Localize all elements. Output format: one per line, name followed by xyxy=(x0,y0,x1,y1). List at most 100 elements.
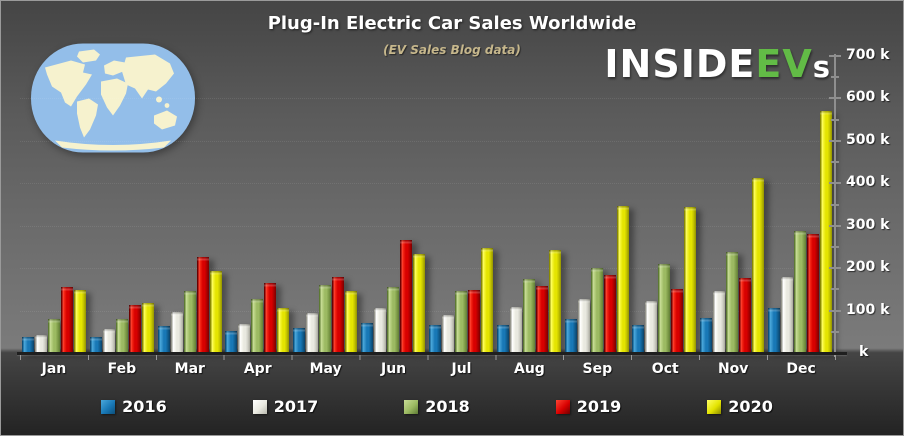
bar-2018-jul xyxy=(454,291,467,353)
bar-2020-apr xyxy=(277,307,290,353)
legend: 2016 2017 2018 2019 2020 xyxy=(1,397,873,416)
y-minor-tick xyxy=(831,330,839,333)
bar-2019-nov xyxy=(739,278,752,353)
plot-area xyxy=(17,54,847,360)
x-tick-label-oct: Oct xyxy=(651,361,679,377)
legend-label-2019: 2019 xyxy=(576,397,622,416)
chart-title: Plug-In Electric Car Sales Worldwide xyxy=(267,13,637,34)
bar-2016-jan xyxy=(21,337,34,353)
bar-2020-feb xyxy=(141,302,154,353)
bar-2019-feb xyxy=(128,305,141,353)
bar-2018-apr xyxy=(251,299,264,353)
bar-group-nov xyxy=(698,56,766,353)
bar-2020-dec xyxy=(820,111,833,353)
y-minor-tick xyxy=(831,118,839,121)
bar-2016-mar xyxy=(157,325,170,353)
y-minor-tick xyxy=(831,76,839,79)
bar-2016-jul xyxy=(428,324,441,353)
y-major-tick xyxy=(829,309,841,312)
insideevs-logo: INSIDEEVs xyxy=(604,45,831,83)
bar-2018-oct xyxy=(658,264,671,353)
legend-item-2016: 2016 xyxy=(101,397,167,416)
legend-label-2020: 2020 xyxy=(728,397,773,416)
bar-2019-jul xyxy=(467,289,480,353)
bar-2020-nov xyxy=(752,177,765,353)
bar-group-apr xyxy=(223,56,291,353)
bar-group-may xyxy=(291,56,359,353)
legend-label-2017: 2017 xyxy=(273,397,319,416)
legend-label-2018: 2018 xyxy=(425,397,470,416)
bar-2016-jun xyxy=(361,322,374,353)
bar-2016-sep xyxy=(564,318,577,353)
bar-2020-may xyxy=(345,291,358,353)
x-tick-label-aug: Aug xyxy=(514,361,545,377)
y-tick-label: 500 k xyxy=(846,131,890,148)
x-tick-label-apr: Apr xyxy=(243,361,272,377)
gridline xyxy=(20,140,835,142)
bar-group-dec xyxy=(766,56,834,353)
bar-2018-jun xyxy=(387,286,400,353)
bar-2019-apr xyxy=(264,282,277,353)
y-major-tick xyxy=(829,224,841,227)
y-tick-label: 400 k xyxy=(846,174,890,191)
y-major-tick xyxy=(829,182,841,185)
bar-2020-aug xyxy=(548,249,561,353)
x-tick-label-sep: Sep xyxy=(582,361,613,377)
legend-item-2017: 2017 xyxy=(252,397,319,416)
y-axis-line xyxy=(834,54,836,357)
bar-2016-aug xyxy=(496,325,509,353)
logo-text-inside: INSIDE xyxy=(604,42,756,86)
bar-group-sep xyxy=(563,56,631,353)
bar-2019-may xyxy=(332,276,345,353)
bar-2017-jan xyxy=(34,334,47,353)
legend-swatch-2018 xyxy=(404,399,419,414)
logo-text-ev: EV xyxy=(755,42,813,86)
x-tick-label-jun: Jun xyxy=(380,361,407,377)
y-minor-tick xyxy=(831,203,839,206)
bar-2020-oct xyxy=(684,207,697,353)
bar-group-jan xyxy=(20,56,88,353)
bar-group-jul xyxy=(427,56,495,353)
bar-2016-oct xyxy=(632,325,645,353)
gridline xyxy=(20,183,835,185)
bar-2017-oct xyxy=(645,300,658,353)
x-tick-label-may: May xyxy=(309,361,342,377)
x-axis-ticks xyxy=(20,355,836,360)
legend-item-2020: 2020 xyxy=(707,397,773,416)
bar-2019-dec xyxy=(807,234,820,353)
y-tick-label: 300 k xyxy=(846,216,890,233)
bar-2017-mar xyxy=(170,311,183,353)
bar-2019-oct xyxy=(671,289,684,353)
y-tick-label: 600 k xyxy=(846,89,890,106)
bar-group-feb xyxy=(88,56,156,353)
legend-item-2018: 2018 xyxy=(404,397,470,416)
gridline xyxy=(20,268,835,270)
bar-2020-mar xyxy=(209,271,222,353)
bar-2019-jan xyxy=(60,287,73,353)
bar-2018-sep xyxy=(590,268,603,353)
y-major-tick xyxy=(829,139,841,142)
y-major-tick xyxy=(829,55,841,57)
bar-2016-nov xyxy=(700,317,713,353)
bar-2017-apr xyxy=(238,323,251,353)
bar-2020-jul xyxy=(480,248,493,353)
bar-2020-sep xyxy=(616,206,629,353)
bar-2017-jul xyxy=(441,315,454,353)
bar-2018-feb xyxy=(115,318,128,353)
bar-2018-mar xyxy=(183,291,196,353)
bar-2016-may xyxy=(293,328,306,353)
y-tick-label: 700 k xyxy=(846,47,890,63)
bar-2018-may xyxy=(319,285,332,353)
x-axis-line xyxy=(17,352,847,355)
x-tick-label-jan: Jan xyxy=(41,361,67,377)
bar-2016-apr xyxy=(225,331,238,353)
bar-2019-sep xyxy=(603,274,616,353)
legend-label-2016: 2016 xyxy=(122,397,167,416)
world-map-icon xyxy=(31,43,195,153)
bar-2016-feb xyxy=(89,336,102,353)
bar-2019-mar xyxy=(196,256,209,353)
x-tick-label-jul: Jul xyxy=(451,361,472,377)
gridline xyxy=(20,98,835,100)
bar-2020-jun xyxy=(413,254,426,353)
